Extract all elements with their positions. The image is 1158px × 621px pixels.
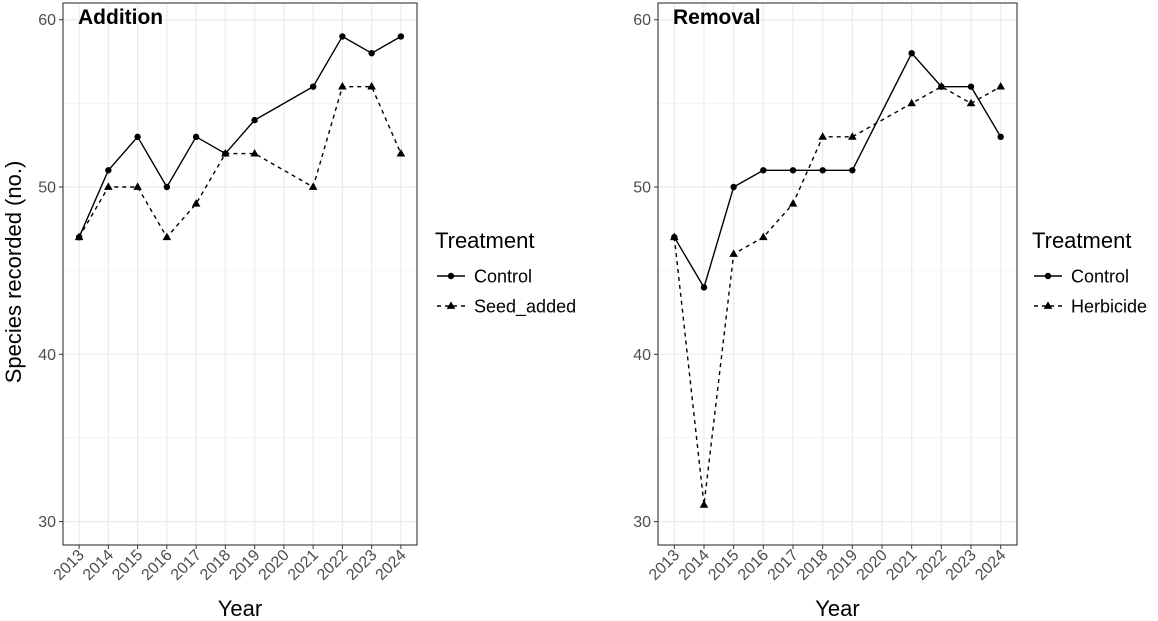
data-point: [133, 182, 142, 190]
data-point: [996, 82, 1005, 90]
data-point: [192, 133, 200, 141]
x-tick-label: 2019: [226, 547, 263, 584]
x-tick-label: 2014: [80, 547, 117, 584]
x-tick-label: 2024: [373, 547, 410, 584]
x-tick-label: 2023: [343, 547, 380, 584]
data-point: [162, 232, 172, 241]
x-tick-label: 2018: [197, 547, 234, 584]
x-tick-label: 2013: [51, 547, 88, 584]
x-tick-label: 2018: [794, 547, 831, 584]
data-point: [309, 83, 317, 90]
legend-title: Treatment: [435, 228, 534, 253]
legend-label: Control: [1071, 267, 1129, 287]
data-point: [163, 183, 171, 191]
chart-panel-1: 30 40 50 60 20132014201520162017201820192020…: [38, 2, 576, 621]
x-tick-label: 2022: [913, 547, 950, 584]
data-point: [997, 133, 1004, 141]
y-tick-label: 50: [38, 180, 56, 197]
series-line-seed_added: [78, 85, 402, 238]
panel-border: [657, 2, 1018, 546]
x-tick-label: 2023: [943, 547, 980, 584]
x-axis-title: Year: [218, 596, 262, 621]
series-line-control: [78, 35, 402, 238]
data-point: [699, 500, 709, 508]
x-tick-label: 2021: [883, 547, 920, 584]
legend-key-marker: [1044, 272, 1052, 280]
x-tick-label: 2016: [735, 547, 772, 584]
x-tick-label: 2015: [109, 547, 146, 584]
x-tick-label: 2013: [646, 547, 683, 584]
data-point: [908, 49, 915, 57]
data-point: [251, 116, 258, 124]
data-point: [105, 167, 112, 174]
y-tick-label: 60: [38, 12, 56, 29]
data-point: [937, 82, 946, 90]
x-tick-label: 2015: [705, 547, 742, 584]
data-point: [819, 167, 826, 174]
panel-title: Addition: [78, 6, 163, 29]
data-point: [134, 133, 141, 141]
data-point: [104, 182, 113, 190]
data-point: [788, 199, 798, 207]
y-tick-label: 40: [38, 347, 56, 364]
y-tick-label: 50: [633, 180, 651, 197]
legend-label: Herbicide: [1071, 297, 1147, 317]
x-tick-label: 2017: [765, 547, 802, 584]
data-point: [670, 232, 679, 241]
panel-title: Removal: [673, 6, 761, 29]
data-point: [730, 183, 737, 191]
data-point: [308, 182, 318, 190]
legend-title: Treatment: [1032, 228, 1131, 253]
x-tick-label: 2014: [676, 547, 713, 584]
x-tick-label: 2019: [824, 547, 861, 584]
y-tick-label: 60: [633, 12, 651, 29]
y-tick-label: 30: [633, 514, 651, 531]
x-tick-label: 2017: [168, 547, 205, 584]
x-tick-label: 2021: [285, 547, 322, 584]
x-tick-label: 2020: [256, 547, 293, 584]
data-point: [759, 232, 768, 241]
y-axis-title: Species recorded (no.): [1, 161, 26, 384]
x-axis-title: Year: [815, 596, 859, 621]
x-tick-label: 2024: [972, 547, 1009, 584]
legend-key-marker: [447, 272, 455, 280]
legend-label: Control: [474, 267, 532, 287]
data-point: [191, 199, 201, 207]
data-point: [700, 284, 708, 291]
data-point: [221, 148, 230, 157]
data-point: [967, 83, 975, 90]
x-tick-label: 2022: [314, 547, 351, 584]
x-tick-label: 2016: [138, 547, 175, 584]
chart-panel-2: 30 40 50 60 20132014201520162017201820192020…: [633, 2, 1147, 621]
series-line-herbicide: [673, 85, 1002, 506]
data-point: [760, 167, 767, 174]
data-point: [729, 249, 738, 257]
data-point: [338, 82, 347, 90]
legend-label: Seed_added: [474, 297, 576, 318]
data-point: [396, 148, 406, 157]
x-tick-label: 2020: [854, 547, 891, 584]
y-tick-label: 40: [633, 347, 651, 364]
data-point: [849, 167, 856, 174]
data-point: [339, 33, 346, 40]
data-point: [397, 33, 405, 40]
data-point: [250, 148, 259, 157]
data-point: [966, 98, 976, 107]
legend-key-marker: [1043, 301, 1053, 309]
data-point: [907, 98, 916, 107]
data-point: [367, 82, 376, 90]
y-tick-label: 30: [38, 514, 56, 531]
data-point: [74, 232, 84, 241]
data-point: [789, 167, 797, 174]
data-point: [848, 132, 857, 140]
panel-border: [62, 2, 418, 546]
legend-key-marker: [446, 301, 456, 309]
data-point: [368, 49, 375, 57]
data-point: [818, 132, 827, 140]
series-line-control: [673, 52, 1002, 289]
